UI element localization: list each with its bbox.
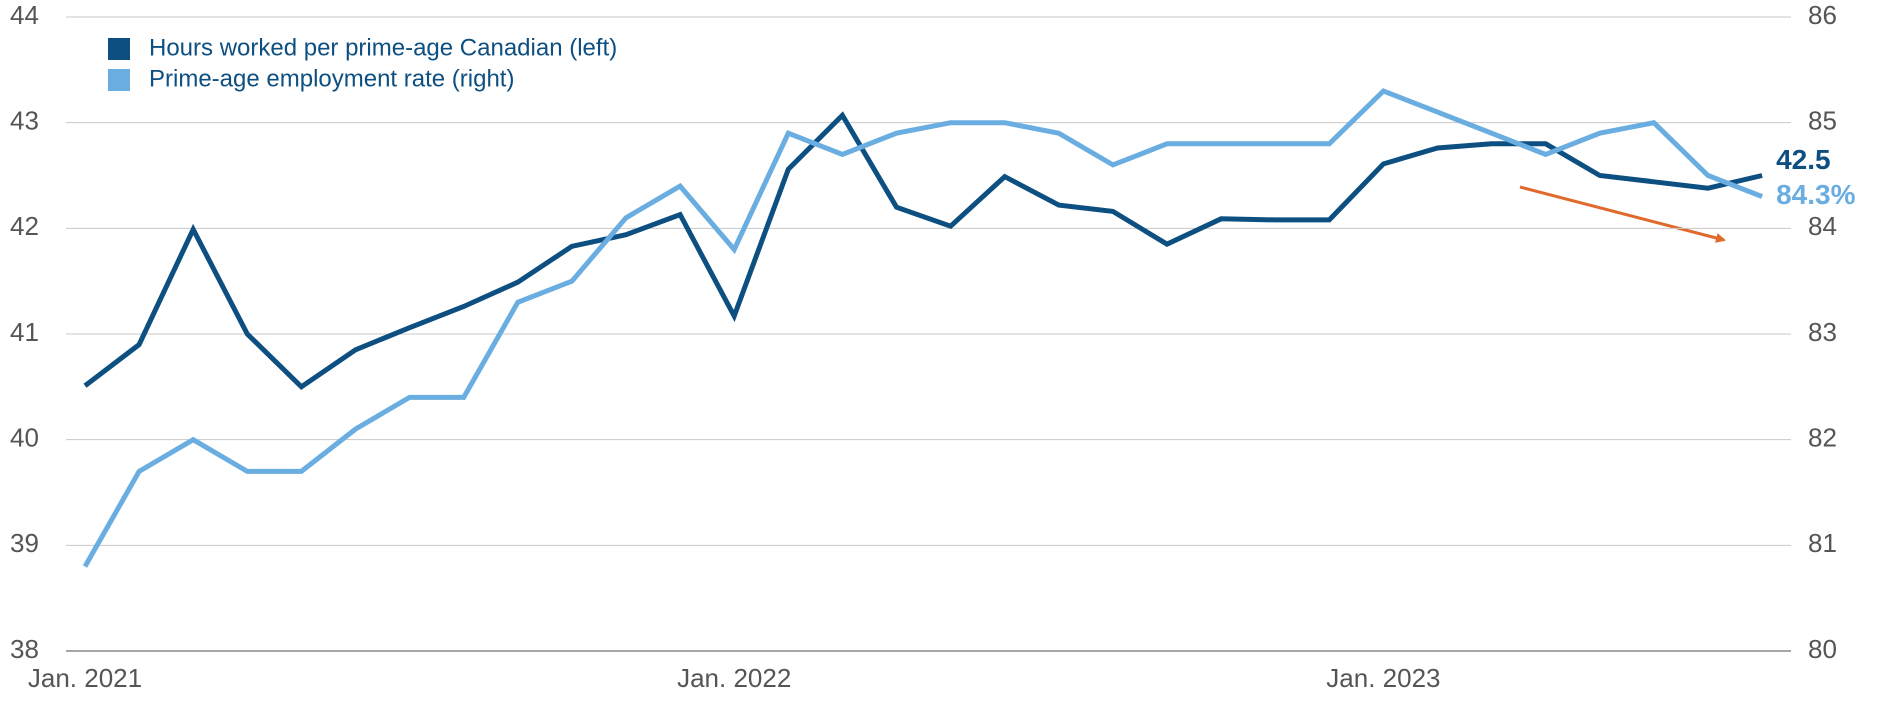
x-tick-label: Jan. 2022: [677, 663, 791, 693]
y2-tick-label: 82: [1808, 423, 1837, 453]
legend-swatch: [108, 69, 130, 91]
y-tick-label: 39: [10, 528, 39, 558]
legend-label: Hours worked per prime-age Canadian (lef…: [149, 34, 617, 61]
y-tick-label: 41: [10, 317, 39, 347]
end-label: 84.3%: [1776, 179, 1855, 210]
y2-tick-label: 85: [1808, 106, 1837, 136]
legend-label: Prime-age employment rate (right): [149, 65, 514, 92]
y2-tick-label: 84: [1808, 211, 1837, 241]
trend-arrow: [1519, 185, 1726, 243]
series-line: [82, 88, 1764, 568]
series-line: [83, 111, 1763, 391]
y-tick-label: 42: [10, 211, 39, 241]
y2-tick-label: 80: [1808, 634, 1837, 664]
legend-swatch: [108, 38, 130, 60]
x-tick-label: Jan. 2023: [1326, 663, 1440, 693]
x-tick-label: Jan. 2021: [28, 663, 142, 693]
y-tick-label: 40: [10, 423, 39, 453]
y-tick-label: 43: [10, 106, 39, 136]
y2-tick-label: 86: [1808, 0, 1837, 30]
end-label: 42.5: [1776, 144, 1831, 175]
y-tick-label: 44: [10, 0, 39, 30]
y-tick-label: 38: [10, 634, 39, 664]
y2-tick-label: 83: [1808, 317, 1837, 347]
y2-tick-label: 81: [1808, 528, 1837, 558]
